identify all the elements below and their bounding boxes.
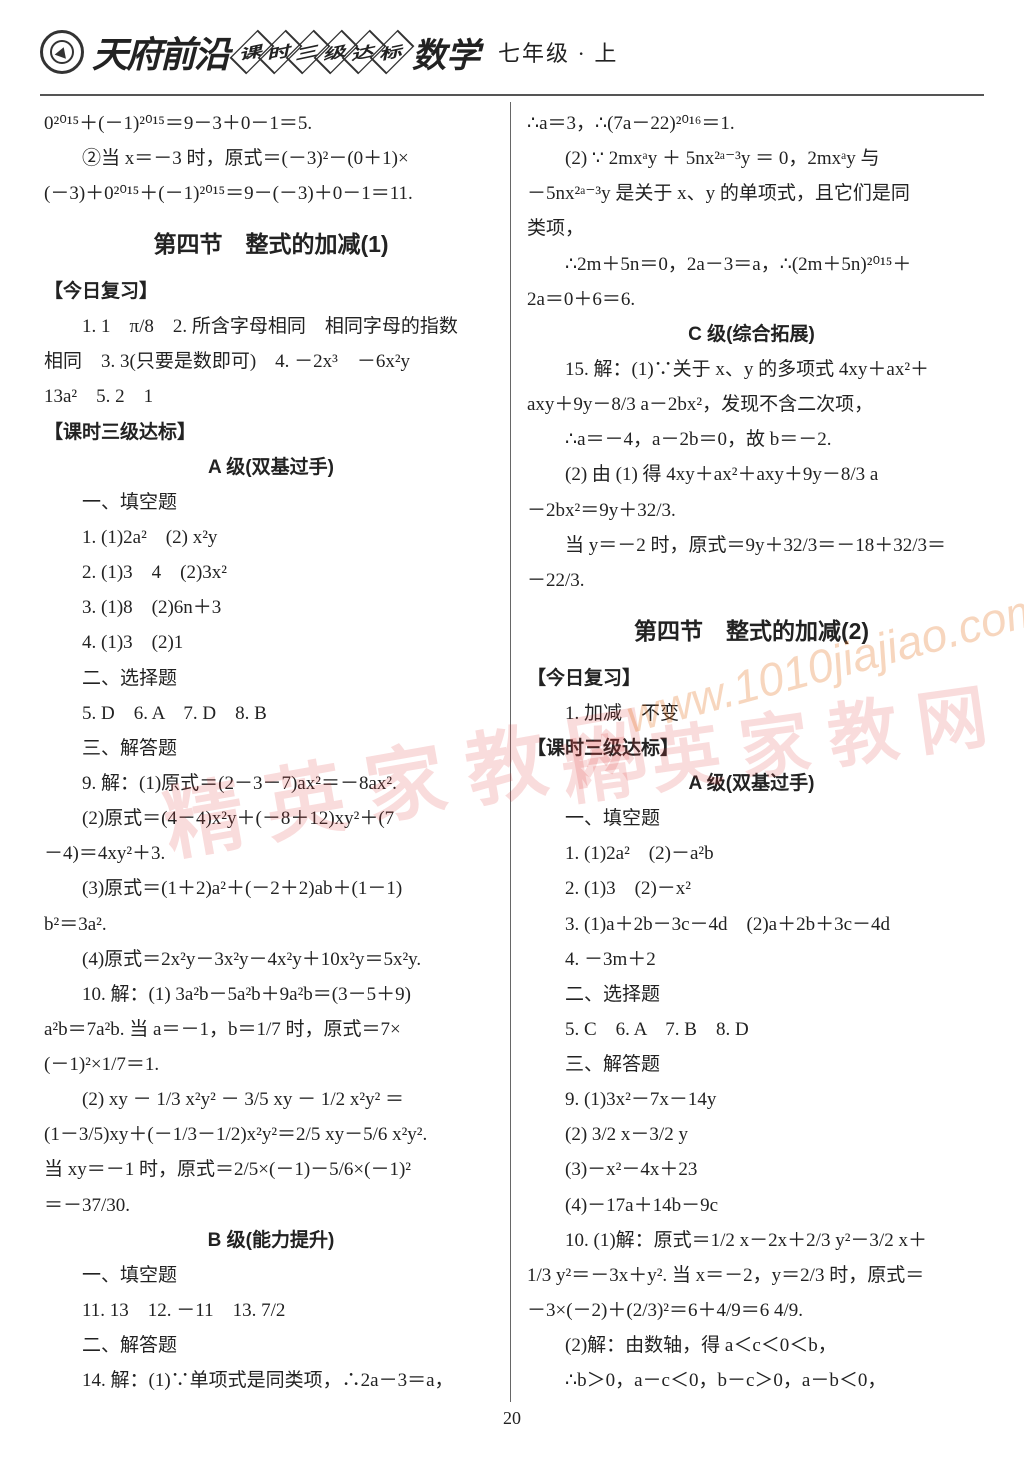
text-line: 5. D 6. A 7. D 8. B bbox=[44, 696, 498, 731]
text-line: (2)原式＝(4－4)x²y＋(－8＋12)xy²＋(7 bbox=[44, 801, 498, 836]
text-line: 1. (1)2a² (2)－a²b bbox=[527, 836, 976, 871]
diamond-char: 标 bbox=[378, 39, 406, 65]
text-line: (3)－x²－4x＋23 bbox=[527, 1152, 976, 1187]
text-line: (2) xy － 1/3 x²y² － 3/5 xy － 1/2 x²y² ＝ bbox=[44, 1082, 498, 1117]
text-line: ∴a＝3，∴(7a－22)²⁰¹⁶＝1. bbox=[527, 106, 976, 141]
text-line: 11. 13 12. －11 13. 7/2 bbox=[44, 1293, 498, 1328]
text-line: (1－3/5)xy＋(－1/3－1/2)x²y²＝2/5 xy－5/6 x²y²… bbox=[44, 1117, 498, 1152]
text-line: (2) ∵ 2mxᵃy ＋ 5nx²ᵃ⁻³y ＝ 0，2mxᵃy 与 bbox=[527, 141, 976, 176]
text-line: 15. 解：(1)∵关于 x、y 的多项式 4xy＋ax²＋ bbox=[527, 352, 976, 387]
text-line: a²b＝7a²b. 当 a＝－1，b＝1/7 时，原式＝7× bbox=[44, 1012, 498, 1047]
text-line: －3×(－2)＋(2/3)²＝6＋4/9＝6 4/9. bbox=[527, 1293, 976, 1328]
text-line: (4)－17a＋14b－9c bbox=[527, 1188, 976, 1223]
text-line: axy＋9y－8/3 a－2bx²，发现不含二次项， bbox=[527, 387, 976, 422]
text-line: ∴a＝－4，a－2b＝0，故 b＝－2. bbox=[527, 422, 976, 457]
text-line: 14. 解：(1)∵单项式是同类项，∴2a－3＝a， bbox=[44, 1363, 498, 1398]
page-number: 20 bbox=[40, 1408, 984, 1429]
section-title: 第四节 整式的加减(1) bbox=[44, 223, 498, 266]
text-line: 4. －3m＋2 bbox=[527, 942, 976, 977]
text-line: 4. (1)3 (2)1 bbox=[44, 625, 498, 660]
text-line: 类项， bbox=[527, 211, 976, 246]
text-line: 2. (1)3 (2)－x² bbox=[527, 871, 976, 906]
text-line: 1. (1)2a² (2) x²y bbox=[44, 520, 498, 555]
text-line: ②当 x＝－3 时，原式＝(－3)²－(0＋1)× bbox=[44, 141, 498, 176]
text-line: 5. C 6. A 7. B 8. D bbox=[527, 1012, 976, 1047]
text-line: 1. 1 π/8 2. 所含字母相同 相同字母的指数 bbox=[44, 309, 498, 344]
diamond-row: 课 时 三 级 达 标 bbox=[234, 32, 402, 72]
text-line: (－3)＋0²⁰¹⁵＋(－1)²⁰¹⁵＝9－(－3)＋0－1＝11. bbox=[44, 176, 498, 211]
text-line: 13a² 5. 2 1 bbox=[44, 379, 498, 414]
subsection-fill: 一、填空题 bbox=[44, 1258, 498, 1293]
block-label-review: 【今日复习】 bbox=[44, 274, 498, 309]
text-line: (3)原式＝(1＋2)a²＋(－2＋2)ab＋(1－1) bbox=[44, 871, 498, 906]
text-line: (4)原式＝2x²y－3x²y－4x²y＋10x²y＝5x²y. bbox=[44, 942, 498, 977]
text-line: 1/3 y²＝－3x＋y². 当 x＝－2，y＝2/3 时，原式＝ bbox=[527, 1258, 976, 1293]
level-a-title: A 级(双基过手) bbox=[527, 766, 976, 801]
level-c-title: C 级(综合拓展) bbox=[527, 317, 976, 352]
text-line: 10. (1)解：原式＝1/2 x－2x＋2/3 y²－3/2 x＋ bbox=[527, 1223, 976, 1258]
text-line: ＝－37/30. bbox=[44, 1188, 498, 1223]
text-line: －5nx²ᵃ⁻³y 是关于 x、y 的单项式，且它们是同 bbox=[527, 176, 976, 211]
text-line: 0²⁰¹⁵＋(－1)²⁰¹⁵＝9－3＋0－1＝5. bbox=[44, 106, 498, 141]
block-label-standard: 【课时三级达标】 bbox=[527, 731, 976, 766]
text-line: 当 xy＝－1 时，原式＝2/5×(－1)－5/6×(－1)² bbox=[44, 1152, 498, 1187]
text-line: 3. (1)a＋2b－3c－4d (2)a＋2b＋3c－4d bbox=[527, 907, 976, 942]
text-line: 2. (1)3 4 (2)3x² bbox=[44, 555, 498, 590]
text-line: 2a＝0＋6＝6. bbox=[527, 282, 976, 317]
text-line: 相同 3. 3(只要是数即可) 4. －2x³ －6x²y bbox=[44, 344, 498, 379]
text-line: 9. 解：(1)原式＝(2－3－7)ax²＝－8ax². bbox=[44, 766, 498, 801]
text-line: －4)＝4xy²＋3. bbox=[44, 836, 498, 871]
block-label-standard: 【课时三级达标】 bbox=[44, 415, 498, 450]
text-line: (－1)²×1/7＝1. bbox=[44, 1047, 498, 1082]
subsection-fill: 一、填空题 bbox=[527, 801, 976, 836]
subsection-answer: 二、解答题 bbox=[44, 1328, 498, 1363]
level-a-title: A 级(双基过手) bbox=[44, 450, 498, 485]
subject-name: 数学 bbox=[412, 28, 480, 77]
page-header: 天府前沿 课 时 三 级 达 标 数学 七年级 · 上 bbox=[40, 20, 984, 84]
text-line: (2) 由 (1) 得 4xy＋ax²＋axy＋9y－8/3 a bbox=[527, 457, 976, 492]
left-column: 0²⁰¹⁵＋(－1)²⁰¹⁵＝9－3＋0－1＝5. ②当 x＝－3 时，原式＝(… bbox=[40, 102, 511, 1402]
subsection-select: 二、选择题 bbox=[44, 661, 498, 696]
text-line: (2) 3/2 x－3/2 y bbox=[527, 1117, 976, 1152]
text-line: 9. (1)3x²－7x－14y bbox=[527, 1082, 976, 1117]
grade-label: 七年级 · 上 bbox=[498, 36, 618, 68]
text-line: －22/3. bbox=[527, 563, 976, 598]
text-line: b²＝3a². bbox=[44, 907, 498, 942]
subsection-fill: 一、填空题 bbox=[44, 485, 498, 520]
text-line: (2)解：由数轴，得 a＜c＜0＜b， bbox=[527, 1328, 976, 1363]
text-line: ∴2m＋5n＝0，2a－3＝a，∴(2m＋5n)²⁰¹⁵＋ bbox=[527, 247, 976, 282]
header-divider bbox=[40, 94, 984, 96]
text-line: －2bx²＝9y＋32/3. bbox=[527, 493, 976, 528]
right-column: ∴a＝3，∴(7a－22)²⁰¹⁶＝1. (2) ∵ 2mxᵃy ＋ 5nx²ᵃ… bbox=[513, 102, 984, 1402]
text-line: 10. 解：(1) 3a²b－5a²b＋9a²b＝(3－5＋9) bbox=[44, 977, 498, 1012]
brand-name: 天府前沿 bbox=[92, 26, 228, 78]
text-line: 3. (1)8 (2)6n＋3 bbox=[44, 590, 498, 625]
subsection-select: 二、选择题 bbox=[527, 977, 976, 1012]
text-line: ∴b＞0，a－c＜0，b－c＞0，a－b＜0， bbox=[527, 1363, 976, 1398]
logo-icon bbox=[40, 30, 84, 74]
subsection-answer: 三、解答题 bbox=[44, 731, 498, 766]
level-b-title: B 级(能力提升) bbox=[44, 1223, 498, 1258]
text-line: 当 y＝－2 时，原式＝9y＋32/3＝－18＋32/3＝ bbox=[527, 528, 976, 563]
subsection-answer: 三、解答题 bbox=[527, 1047, 976, 1082]
